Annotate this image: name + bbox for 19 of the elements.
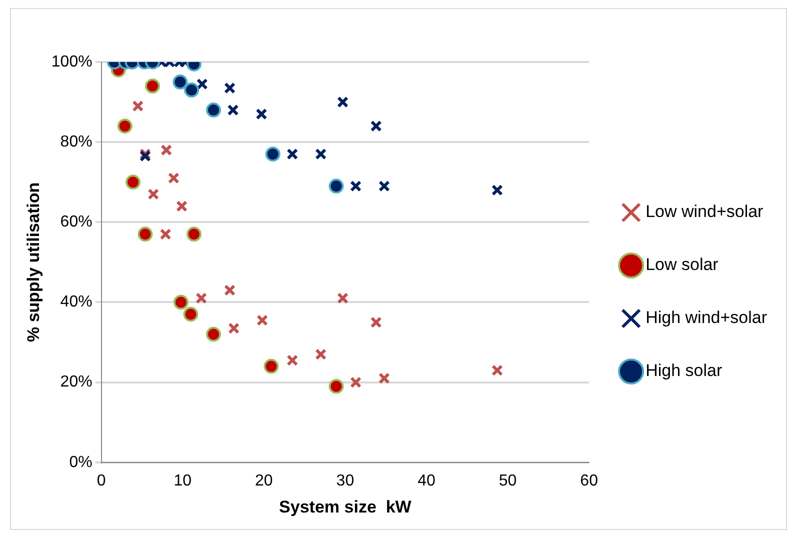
- legend-label: Low solar: [646, 255, 719, 274]
- y-tick-label: 100%: [51, 53, 92, 70]
- y-tick-label: 80%: [60, 133, 92, 150]
- y-tick-label: 60%: [60, 214, 92, 231]
- legend-label: Low wind+solar: [646, 202, 764, 222]
- y-tick-label: 0%: [69, 454, 92, 471]
- x-tick-label: 40: [418, 472, 436, 490]
- x-axis-title: System size kW: [279, 497, 412, 516]
- legend-label: High wind+solar: [646, 308, 768, 328]
- x-tick-label: 50: [498, 472, 517, 490]
- x-tick-label: 0: [96, 472, 106, 490]
- x-tick-label: 20: [255, 472, 273, 490]
- legend-label: High solar: [646, 361, 722, 380]
- y-tick-label: 40%: [60, 294, 92, 311]
- x-tick-label: 30: [336, 472, 354, 490]
- y-axis-title: % supply utilisation: [24, 182, 43, 342]
- x-tick-label: 60: [580, 472, 598, 490]
- x-tick-label: 10: [174, 472, 192, 490]
- y-tick-label: 20%: [60, 374, 92, 391]
